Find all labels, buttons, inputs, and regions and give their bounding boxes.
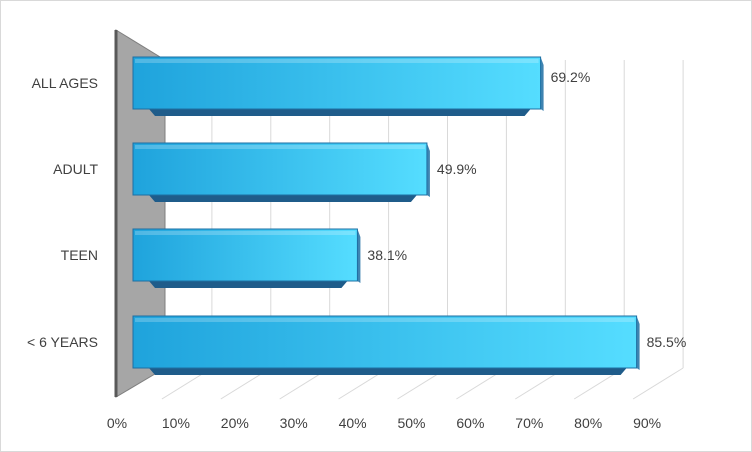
- category-label: TEEN: [61, 247, 98, 263]
- data-label: 85.5%: [647, 334, 687, 350]
- bar-bottom-face: [149, 109, 531, 116]
- bar-bottom-face: [149, 368, 627, 375]
- bar-0: [132, 56, 544, 116]
- bar-2: [132, 228, 361, 288]
- bar-3: [132, 315, 640, 375]
- category-label: ALL AGES: [32, 75, 98, 91]
- bar-front-face: [132, 142, 428, 196]
- bar-highlight: [135, 231, 356, 235]
- bars: [132, 56, 640, 375]
- x-tick-label: 90%: [633, 415, 661, 431]
- bar-front-face: [132, 56, 542, 110]
- bar-bottom-face: [149, 195, 417, 202]
- gridline-floor: [632, 367, 684, 400]
- x-tick-label: 70%: [515, 415, 543, 431]
- x-tick-label: 60%: [456, 415, 484, 431]
- bar-end-cap: [426, 143, 430, 197]
- bar-end-cap: [540, 57, 544, 111]
- labels: ALL AGES ADULT TEEN < 6 YEARS 69.2% 49.9% 38.1…: [27, 69, 686, 431]
- x-tick-label: 10%: [162, 415, 190, 431]
- bar-end-cap: [636, 316, 640, 370]
- x-tick-label: 30%: [280, 415, 308, 431]
- data-label: 69.2%: [551, 69, 591, 85]
- x-tick-label: 80%: [574, 415, 602, 431]
- category-label: ADULT: [53, 161, 98, 177]
- bar-1: [132, 142, 430, 202]
- x-tick-label: 50%: [397, 415, 425, 431]
- bar-highlight: [135, 318, 635, 322]
- x-tick-label: 0%: [107, 415, 127, 431]
- category-label: < 6 YEARS: [27, 334, 98, 350]
- bar-front-face: [132, 228, 358, 282]
- data-label: 38.1%: [367, 247, 407, 263]
- x-tick-label: 40%: [339, 415, 367, 431]
- bar-highlight: [135, 145, 425, 149]
- bar-end-cap: [357, 229, 361, 283]
- x-tick-label: 20%: [221, 415, 249, 431]
- bar-front-face: [132, 315, 638, 369]
- data-label: 49.9%: [437, 161, 477, 177]
- bar-bottom-face: [149, 281, 348, 288]
- bar-highlight: [135, 59, 539, 63]
